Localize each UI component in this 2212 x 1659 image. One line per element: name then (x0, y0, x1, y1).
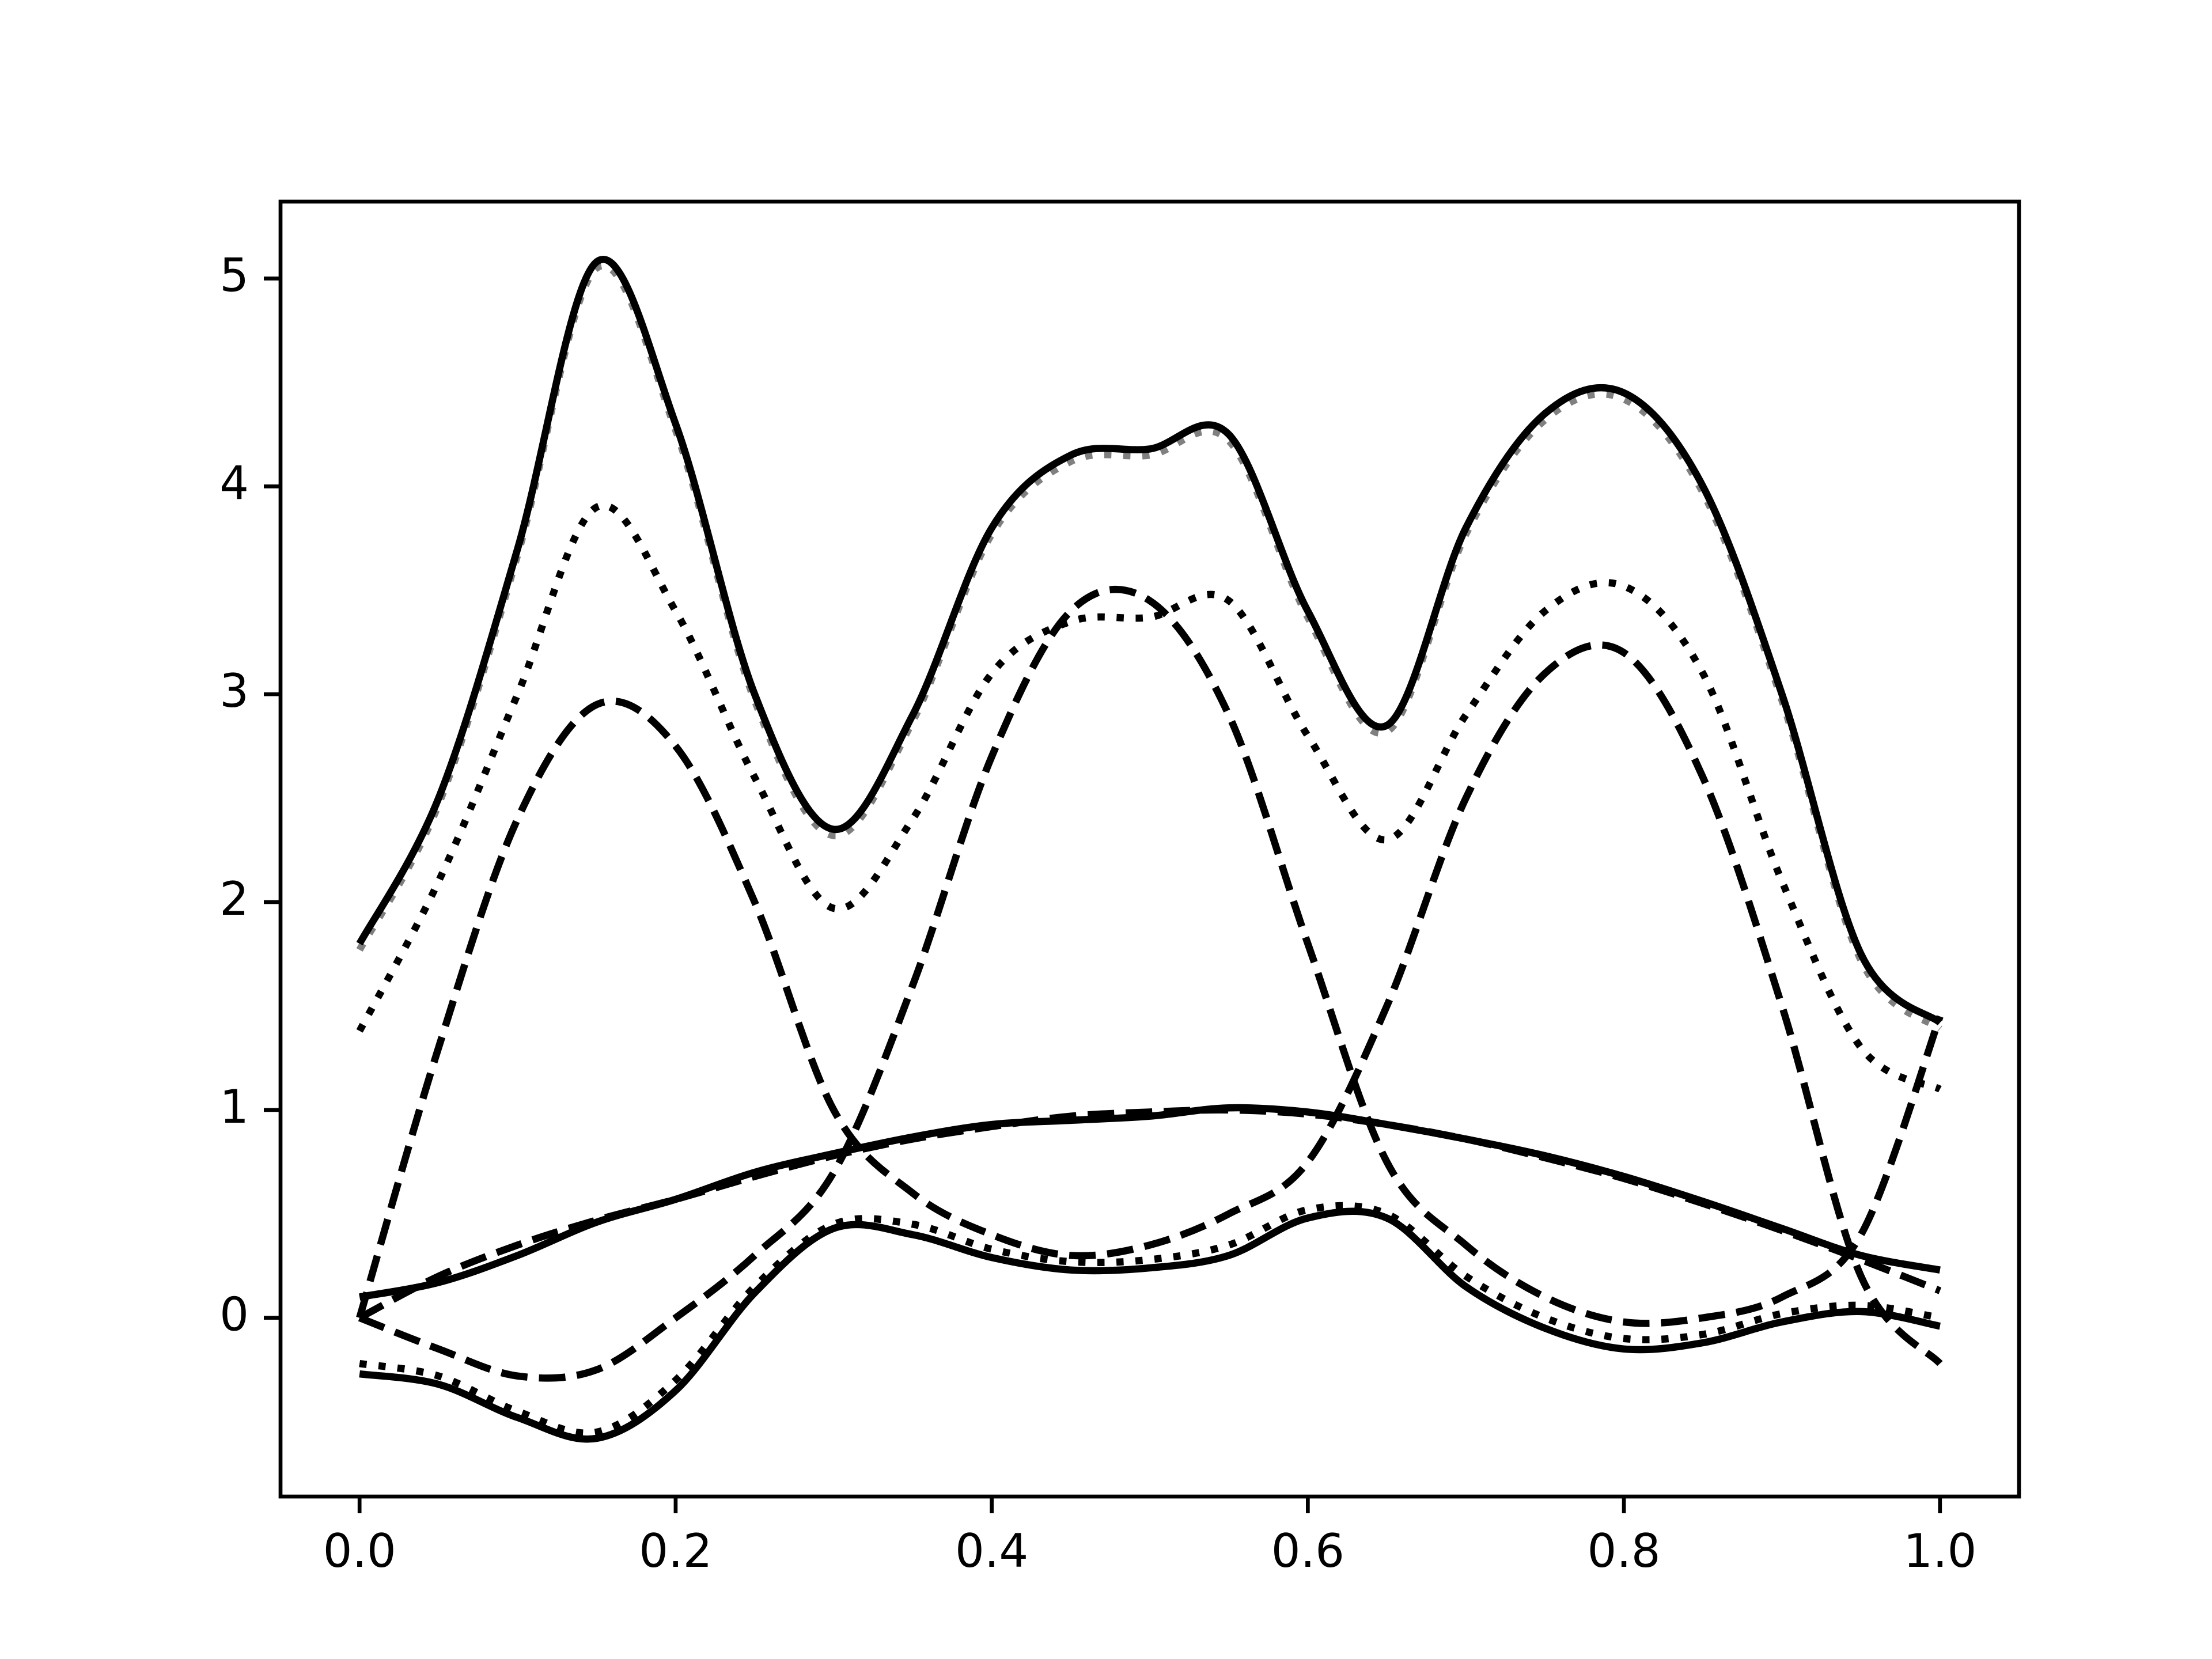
series-line (356, 256, 1942, 1026)
series-line (356, 262, 1942, 1032)
x-tick-label: 0.4 (955, 1524, 1028, 1578)
y-tick-label: 5 (219, 248, 249, 302)
series-line (359, 1202, 1941, 1437)
axes-frame (278, 199, 2021, 1499)
series-line (358, 585, 1944, 1382)
series-line (359, 1104, 1941, 1301)
series-line (356, 502, 1942, 1093)
series-line (356, 641, 1943, 1366)
x-tick-label: 0.6 (1271, 1524, 1344, 1578)
x-tick-label: 0.2 (639, 1524, 712, 1578)
y-tick-label: 3 (219, 664, 249, 718)
y-tick-label: 4 (219, 456, 249, 510)
y-tick-label: 2 (219, 872, 249, 926)
y-tick-label: 0 (219, 1288, 249, 1342)
x-tick-label: 0.0 (323, 1524, 396, 1578)
series-line (359, 1207, 1941, 1443)
x-tick-label: 0.8 (1587, 1524, 1660, 1578)
x-tick-label: 1.0 (1903, 1524, 1976, 1578)
y-tick-label: 1 (219, 1080, 249, 1134)
